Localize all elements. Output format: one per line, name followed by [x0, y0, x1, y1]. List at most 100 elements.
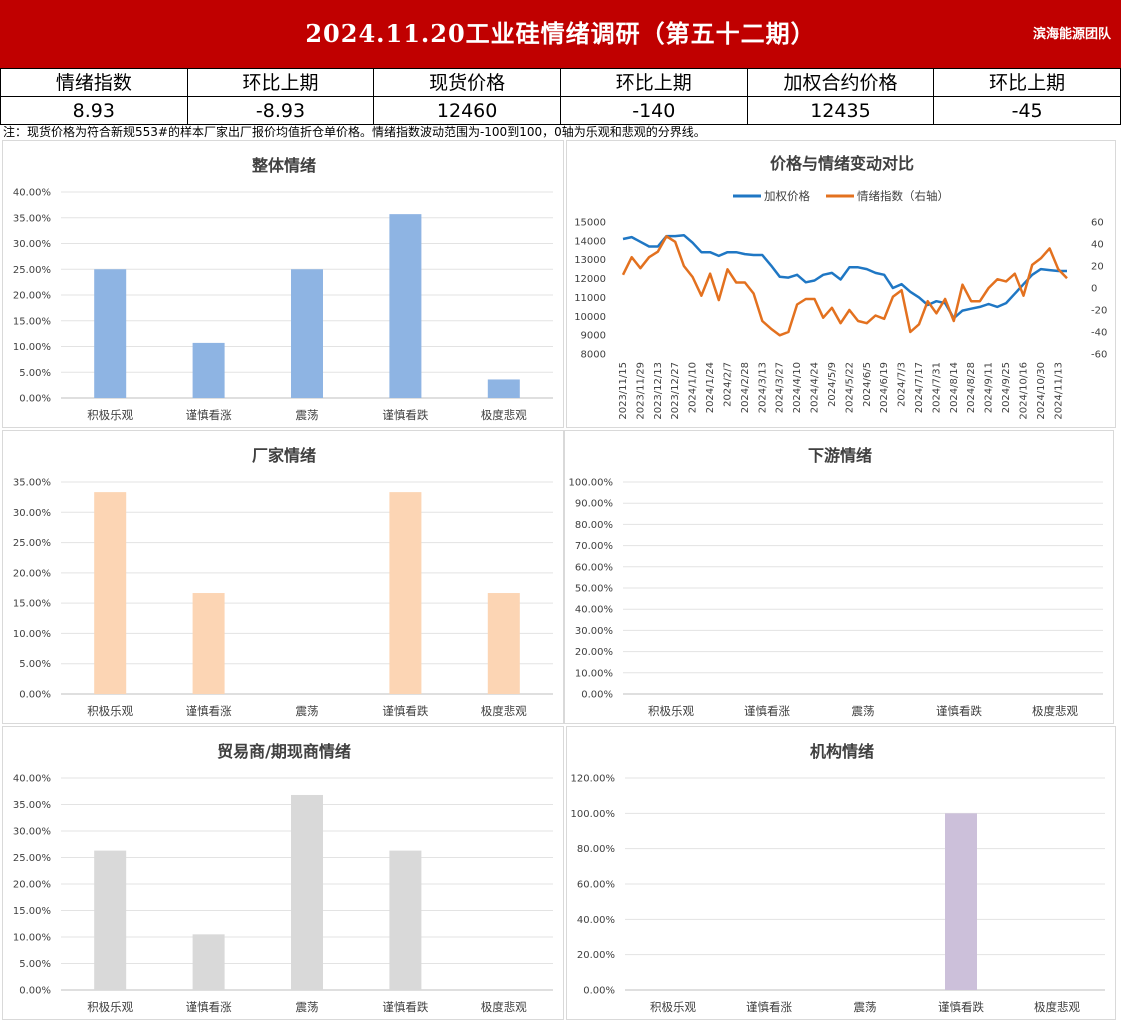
bar	[94, 492, 127, 694]
y-tick-label: 5.00%	[19, 659, 51, 670]
bar	[389, 492, 422, 694]
summary-header-spot-price: 现货价格	[373, 68, 561, 97]
x-tick-label: 震荡	[296, 1000, 319, 1014]
y-left-tick-label: 10000	[574, 312, 606, 323]
x-tick-label: 2024/1/24	[705, 362, 716, 413]
report-header: 2024.11.20工业硅情绪调研（第五十二期） 滨海能源团队	[0, 0, 1121, 68]
y-tick-label: 15.00%	[13, 906, 51, 917]
bar	[487, 379, 520, 398]
summary-value-sentiment-change: -8.93	[186, 96, 375, 125]
summary-header-spot-change: 环比上期	[559, 68, 748, 97]
y-tick-label: 30.00%	[575, 626, 613, 637]
y-tick-label: 25.00%	[13, 538, 51, 549]
x-tick-label: 极度悲观	[1032, 704, 1078, 718]
x-tick-label: 谨慎看涨	[186, 704, 232, 718]
x-tick-label: 谨慎看跌	[382, 408, 428, 422]
legend-label-sentiment: 情绪指数（右轴）	[857, 189, 949, 203]
x-tick-label: 2024/10/30	[1036, 362, 1047, 420]
x-tick-label: 2023/11/15	[618, 362, 629, 420]
bar	[389, 214, 422, 398]
y-tick-label: 0.00%	[19, 986, 51, 997]
x-tick-label: 2024/2/7	[722, 362, 733, 407]
bar	[192, 593, 225, 694]
y-tick-label: 10.00%	[13, 629, 51, 640]
x-tick-label: 积极乐观	[648, 704, 694, 718]
factory-sentiment-panel: 厂家情绪 0.00% 5.00% 10.00% 15.00% 20.00% 25.00% 30…	[2, 430, 564, 724]
y-tick-label: 70.00%	[575, 541, 613, 552]
y-tick-label: 30.00%	[13, 508, 51, 519]
y-tick-label: 35.00%	[13, 213, 51, 224]
x-tick-label: 2024/10/16	[1018, 362, 1029, 420]
y-tick-label: 10.00%	[13, 933, 51, 944]
summary-value-sentiment-index: 8.93	[0, 96, 188, 125]
y-tick-label: 25.00%	[13, 853, 51, 864]
y-tick-label: 30.00%	[13, 239, 51, 250]
y-tick-label: 20.00%	[13, 880, 51, 891]
x-tick-label: 积极乐观	[87, 1000, 133, 1014]
summary-value-weighted-change: -45	[933, 96, 1121, 125]
y-tick-label: 60.00%	[577, 880, 615, 891]
y-tick-label: 20.00%	[577, 950, 615, 961]
y-tick-label: 40.00%	[13, 774, 51, 785]
x-tick-label: 震荡	[296, 704, 319, 718]
x-tick-label: 谨慎看跌	[938, 1000, 984, 1014]
overall-sentiment-chart: 整体情绪 0.00% 5.00% 10.00% 15.00% 20.00% 25.00% 30…	[13, 156, 553, 422]
chart-title: 贸易商/期现商情绪	[217, 742, 351, 761]
y-tick-label: 100.00%	[571, 809, 616, 820]
bar	[94, 269, 127, 398]
bar	[291, 269, 323, 398]
y-left-tick-label: 9000	[581, 331, 606, 342]
x-tick-label: 2024/1/10	[688, 362, 699, 413]
y-left-tick-label: 8000	[581, 350, 606, 361]
bar	[94, 850, 127, 990]
summary-value-spot-price: 12460	[373, 96, 561, 125]
x-tick-label: 2024/8/14	[949, 362, 960, 413]
team-name: 滨海能源团队	[1032, 27, 1111, 42]
x-tick-label: 积极乐观	[87, 704, 133, 718]
y-tick-label: 5.00%	[19, 368, 51, 379]
y-tick-label: 10.00%	[575, 668, 613, 679]
price-series-line	[622, 233, 1067, 320]
y-left-tick-label: 14000	[574, 236, 606, 247]
x-tick-label: 震荡	[852, 704, 875, 718]
summary-header-weighted-price: 加权合约价格	[746, 68, 935, 97]
price-sentiment-panel: 价格与情绪变动对比 加权价格 情绪指数（右轴） 8000 9000 10000 11000 1…	[566, 140, 1116, 428]
x-tick-label: 2024/7/31	[931, 362, 942, 413]
y-tick-label: 100.00%	[569, 478, 614, 489]
x-tick-label: 2024/11/13	[1053, 362, 1064, 420]
y-tick-label: 80.00%	[575, 520, 613, 531]
y-tick-label: 50.00%	[575, 584, 613, 595]
y-tick-label: 40.00%	[577, 915, 615, 926]
y-right-tick-label: -40	[1091, 328, 1107, 339]
x-tick-label: 谨慎看跌	[382, 1000, 428, 1014]
y-tick-label: 35.00%	[13, 800, 51, 811]
x-tick-label: 谨慎看涨	[744, 704, 790, 718]
x-tick-label: 2024/5/22	[844, 362, 855, 413]
y-tick-label: 15.00%	[13, 316, 51, 327]
trader-sentiment-chart: 贸易商/期现商情绪 0.00% 5.00% 10.00% 15.00% 20.00% 25.…	[13, 742, 553, 1014]
y-tick-label: 0.00%	[19, 690, 51, 701]
bar	[945, 813, 977, 990]
x-tick-label: 极度悲观	[481, 1000, 527, 1014]
trader-sentiment-panel: 贸易商/期现商情绪 0.00% 5.00% 10.00% 15.00% 20.00% 25.…	[2, 726, 564, 1020]
bar	[389, 850, 422, 990]
y-tick-label: 10.00%	[13, 342, 51, 353]
y-tick-label: 0.00%	[581, 690, 613, 701]
y-right-tick-label: 60	[1091, 218, 1104, 229]
summary-value-row: 8.93 -8.93 12460 -140 12435 -45	[0, 96, 1121, 125]
x-tick-label: 极度悲观	[481, 704, 527, 718]
bar	[192, 342, 225, 398]
y-tick-label: 20.00%	[575, 647, 613, 658]
factory-sentiment-chart: 厂家情绪 0.00% 5.00% 10.00% 15.00% 20.00% 25.00% 30…	[13, 446, 553, 718]
y-tick-label: 15.00%	[13, 599, 51, 610]
x-tick-label: 2023/12/13	[653, 362, 664, 420]
x-tick-label: 极度悲观	[1034, 1000, 1080, 1014]
y-left-tick-label: 13000	[574, 255, 606, 266]
chart-title: 机构情绪	[810, 742, 874, 761]
y-tick-label: 35.00%	[13, 478, 51, 489]
x-tick-label: 2024/9/11	[984, 362, 995, 413]
x-tick-label: 2024/7/17	[914, 362, 925, 413]
x-tick-label: 2024/3/27	[775, 362, 786, 413]
y-tick-label: 0.00%	[583, 986, 615, 997]
summary-value-weighted-price: 12435	[746, 96, 935, 125]
